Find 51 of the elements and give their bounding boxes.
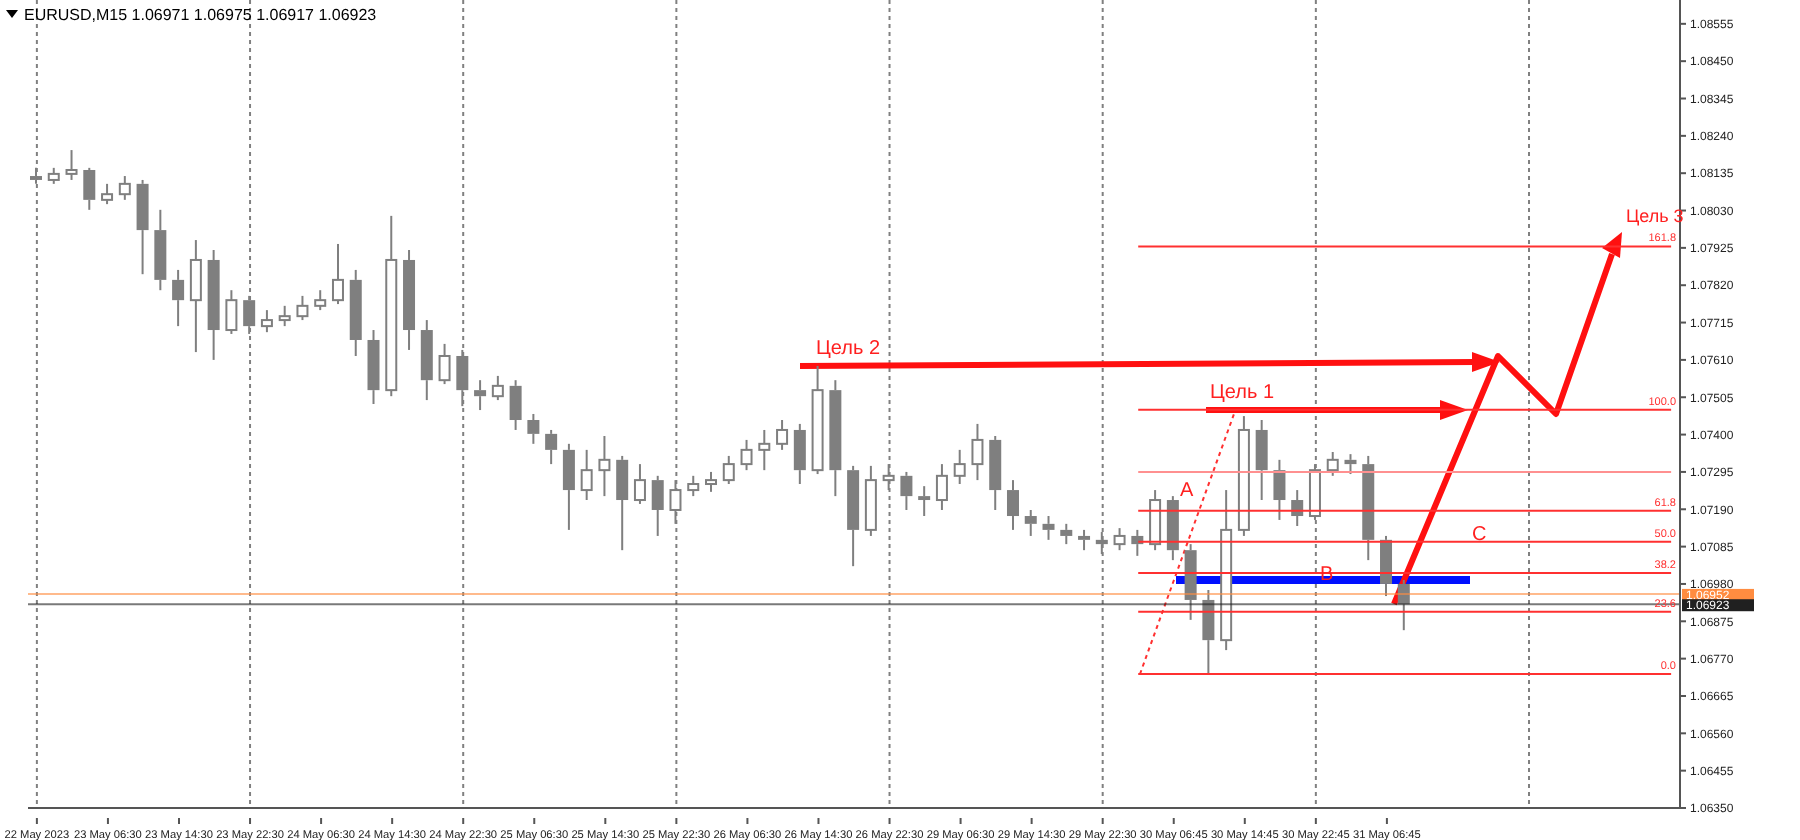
annotation: Цель 1: [1210, 381, 1275, 404]
annotation: Цель 2: [816, 338, 881, 360]
candlestick: [669, 479, 682, 525]
candlestick: [1273, 458, 1286, 521]
candlestick: [154, 208, 167, 292]
candlestick: [545, 428, 558, 466]
candlestick: [367, 329, 380, 405]
candlestick: [971, 422, 984, 482]
candlestick: [1042, 515, 1055, 541]
annotation: A: [1180, 480, 1194, 502]
annotation: C: [1472, 524, 1487, 546]
chart-title: EURUSD,M15 1.06971 1.06975 1.06917 1.06923: [24, 6, 378, 24]
candlestick: [189, 239, 202, 354]
candlestick: [136, 178, 149, 276]
candlestick: [1202, 589, 1215, 675]
candlestick: [403, 249, 416, 351]
candlestick: [1397, 579, 1410, 632]
annotation: B: [1320, 564, 1334, 586]
candlestick: [83, 166, 96, 211]
candlestick: [598, 435, 611, 498]
candlestick: [1006, 479, 1019, 531]
candlestick: [1362, 454, 1375, 562]
candlestick: [1078, 528, 1091, 552]
candlestick: [1184, 543, 1197, 621]
candlestick: [1166, 495, 1179, 562]
candlestick: [989, 435, 1002, 511]
candlestick: [758, 428, 771, 472]
candlestick: [1060, 522, 1073, 546]
candlestick: [474, 379, 487, 412]
candlestick: [918, 485, 931, 518]
candlestick: [456, 348, 469, 408]
candlestick: [1220, 489, 1233, 652]
candlestick: [1380, 534, 1393, 598]
candlestick: [30, 166, 42, 185]
candlestick: [829, 379, 842, 498]
candlestick: [207, 249, 220, 361]
candlestick: [793, 422, 806, 486]
candlestick: [1095, 531, 1108, 556]
candlestick: [509, 379, 522, 431]
candlestick: [562, 442, 575, 531]
candlestick: [1024, 508, 1037, 537]
candlestick: [527, 412, 540, 445]
candlestick: [900, 470, 913, 511]
candlestick: [349, 268, 362, 357]
candlestick: [1255, 419, 1268, 502]
candlestick: [616, 454, 629, 552]
candlestick: [882, 463, 895, 492]
candlestick: [935, 463, 948, 511]
candlestick: [172, 268, 185, 328]
candlestick: [420, 319, 433, 402]
candlestick: [580, 448, 593, 502]
